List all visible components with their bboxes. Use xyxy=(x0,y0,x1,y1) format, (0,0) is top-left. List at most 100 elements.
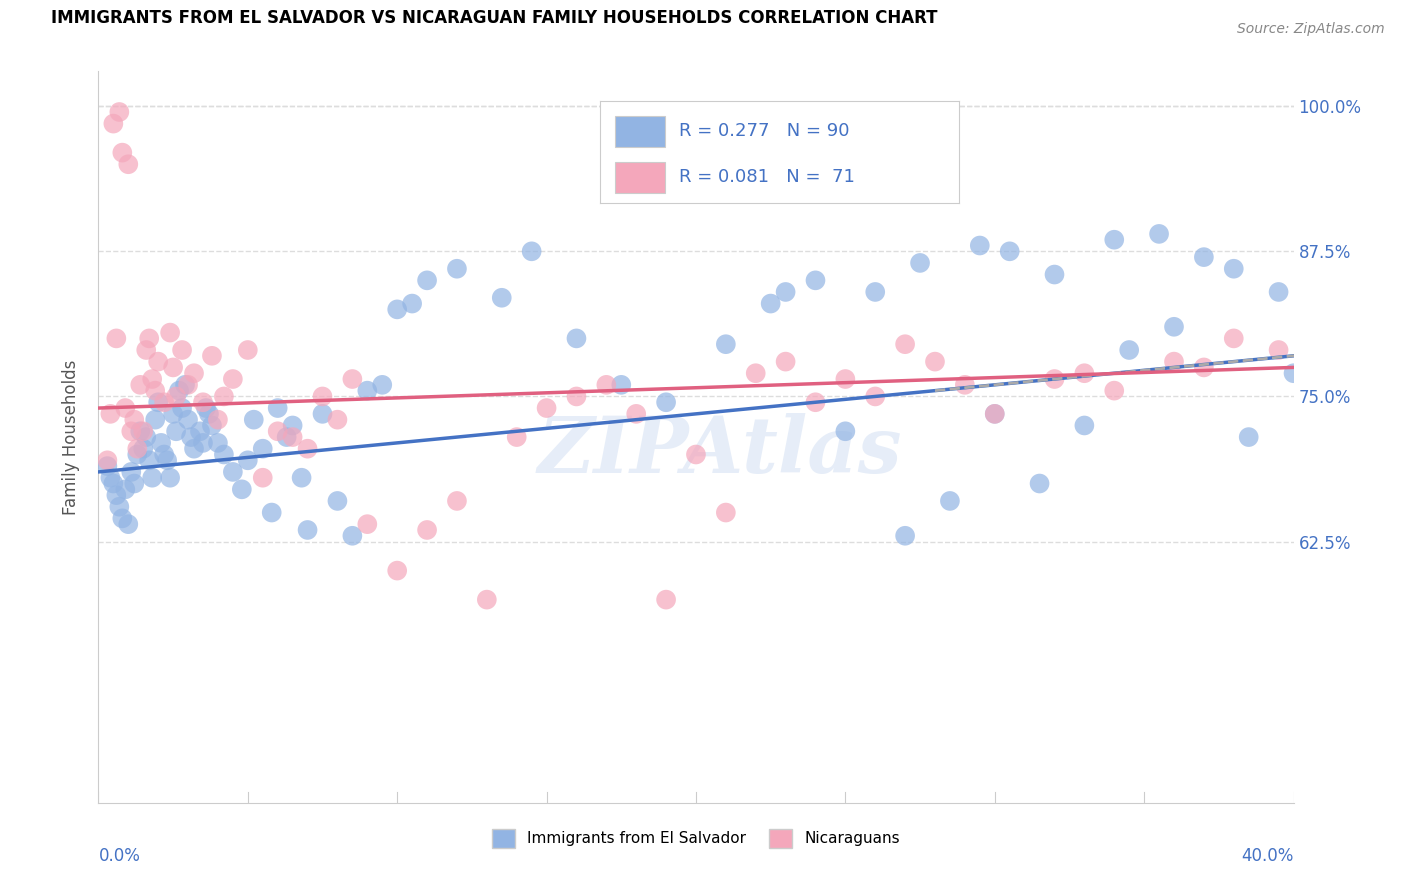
Point xyxy=(167,384,190,398)
Point xyxy=(120,424,142,438)
Point xyxy=(252,471,274,485)
Point xyxy=(165,389,187,403)
Point xyxy=(924,354,946,368)
Point xyxy=(183,442,205,456)
Point xyxy=(1343,354,1365,368)
Point xyxy=(201,418,224,433)
Point xyxy=(385,302,409,317)
Point xyxy=(165,424,187,438)
Point xyxy=(180,430,202,444)
Point xyxy=(1237,430,1260,444)
Point xyxy=(141,372,163,386)
Text: 0.0%: 0.0% xyxy=(98,847,141,864)
Point xyxy=(127,442,149,456)
Point xyxy=(1298,738,1320,752)
Point xyxy=(172,343,194,357)
Point xyxy=(371,377,394,392)
Point xyxy=(129,424,152,438)
Point xyxy=(141,471,163,485)
Point xyxy=(105,331,128,345)
Point xyxy=(1298,360,1320,375)
Point xyxy=(1192,360,1215,375)
Point xyxy=(834,424,856,438)
Point xyxy=(138,331,160,345)
Point xyxy=(132,442,155,456)
Point xyxy=(998,244,1021,259)
Point xyxy=(153,448,176,462)
Point xyxy=(98,407,122,421)
Point xyxy=(804,395,827,409)
Point xyxy=(714,506,737,520)
Point xyxy=(159,471,181,485)
Point xyxy=(356,384,378,398)
Point xyxy=(103,476,125,491)
Point xyxy=(446,261,468,276)
Point xyxy=(565,389,588,403)
Point xyxy=(236,453,259,467)
Point xyxy=(98,471,122,485)
Point xyxy=(177,412,200,426)
Point xyxy=(96,453,118,467)
Text: 40.0%: 40.0% xyxy=(1241,847,1294,864)
Point xyxy=(188,424,211,438)
Point xyxy=(356,517,378,532)
Point xyxy=(207,412,229,426)
Point xyxy=(953,377,976,392)
Point xyxy=(162,407,184,421)
Point xyxy=(191,395,214,409)
Point xyxy=(1372,337,1395,351)
Point xyxy=(231,483,253,497)
Point xyxy=(222,372,245,386)
Point xyxy=(655,592,678,607)
Point xyxy=(127,448,149,462)
Point xyxy=(685,448,707,462)
Point xyxy=(117,517,139,532)
Point xyxy=(939,494,962,508)
Point xyxy=(222,465,245,479)
Point xyxy=(894,529,917,543)
Point xyxy=(117,157,139,171)
Point xyxy=(281,430,304,444)
Point xyxy=(804,273,827,287)
Y-axis label: Family Households: Family Households xyxy=(62,359,80,515)
Point xyxy=(894,337,917,351)
Point xyxy=(162,360,184,375)
Point xyxy=(1267,343,1289,357)
Point xyxy=(267,424,290,438)
Point xyxy=(281,418,304,433)
Point xyxy=(1402,529,1406,543)
Text: Source: ZipAtlas.com: Source: ZipAtlas.com xyxy=(1237,22,1385,37)
Point xyxy=(120,465,142,479)
Point xyxy=(236,343,259,357)
Point xyxy=(311,389,333,403)
Point xyxy=(536,401,558,415)
Point xyxy=(111,511,134,525)
Point xyxy=(1372,256,1395,270)
Point xyxy=(626,407,648,421)
Point xyxy=(775,354,797,368)
Point xyxy=(135,343,157,357)
Point xyxy=(96,459,118,474)
Point xyxy=(655,395,678,409)
Text: IMMIGRANTS FROM EL SALVADOR VS NICARAGUAN FAMILY HOUSEHOLDS CORRELATION CHART: IMMIGRANTS FROM EL SALVADOR VS NICARAGUA… xyxy=(51,10,938,28)
Point xyxy=(243,412,266,426)
Point xyxy=(565,331,588,345)
Point xyxy=(610,377,633,392)
Point xyxy=(714,337,737,351)
Point xyxy=(745,366,768,380)
Point xyxy=(326,494,349,508)
Point xyxy=(969,238,991,252)
Point xyxy=(1073,366,1095,380)
Legend: Immigrants from El Salvador, Nicaraguans: Immigrants from El Salvador, Nicaraguans xyxy=(486,822,905,854)
Point xyxy=(198,407,221,421)
Point xyxy=(311,407,333,421)
Point xyxy=(775,285,797,299)
Point xyxy=(143,412,166,426)
Point xyxy=(834,372,856,386)
Point xyxy=(212,389,235,403)
Point xyxy=(342,529,364,543)
Point xyxy=(153,395,176,409)
Point xyxy=(291,471,314,485)
Point xyxy=(124,412,146,426)
Point xyxy=(159,326,181,340)
